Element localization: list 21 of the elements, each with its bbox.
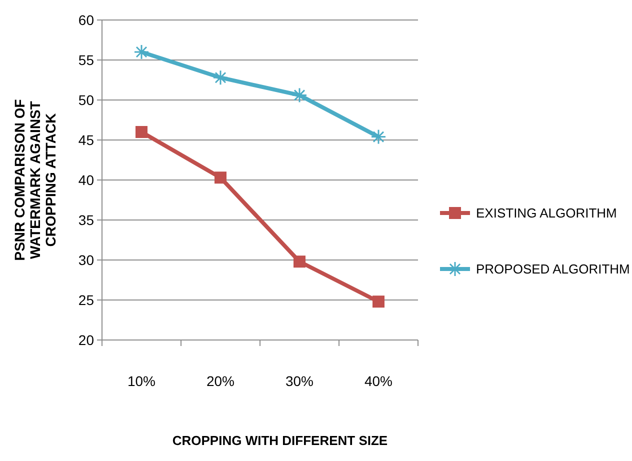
point <box>214 172 226 184</box>
y-tick-label: 25 <box>78 292 94 308</box>
point <box>372 296 384 308</box>
y-tick-label: 40 <box>78 172 94 188</box>
y-tick-label: 45 <box>78 132 94 148</box>
y-tick-label: 30 <box>78 252 94 268</box>
x-tick-label: 10% <box>127 373 156 389</box>
point <box>294 256 306 268</box>
x-tick-label: 30% <box>285 373 314 389</box>
y-tick-label: 55 <box>78 52 94 68</box>
y-tick-label: 20 <box>78 332 94 348</box>
y-axis-title: PSNR COMPARISON OF WATERMARK AGAINST CROPPING ATTACK <box>12 98 58 261</box>
x-tick-label: 20% <box>206 373 235 389</box>
legend-label: PROPOSED ALGORITHM <box>476 262 630 277</box>
point <box>136 126 148 138</box>
y-tick-label: 50 <box>78 92 94 108</box>
legend-label: EXISTING ALGORITHM <box>476 206 617 221</box>
x-axis-title: CROPPING WITH DIFFERENT SIZE <box>172 433 388 448</box>
y-tick-label: 35 <box>78 212 94 228</box>
y-tick-label: 60 <box>78 12 94 28</box>
x-tick-label: 40% <box>364 373 393 389</box>
